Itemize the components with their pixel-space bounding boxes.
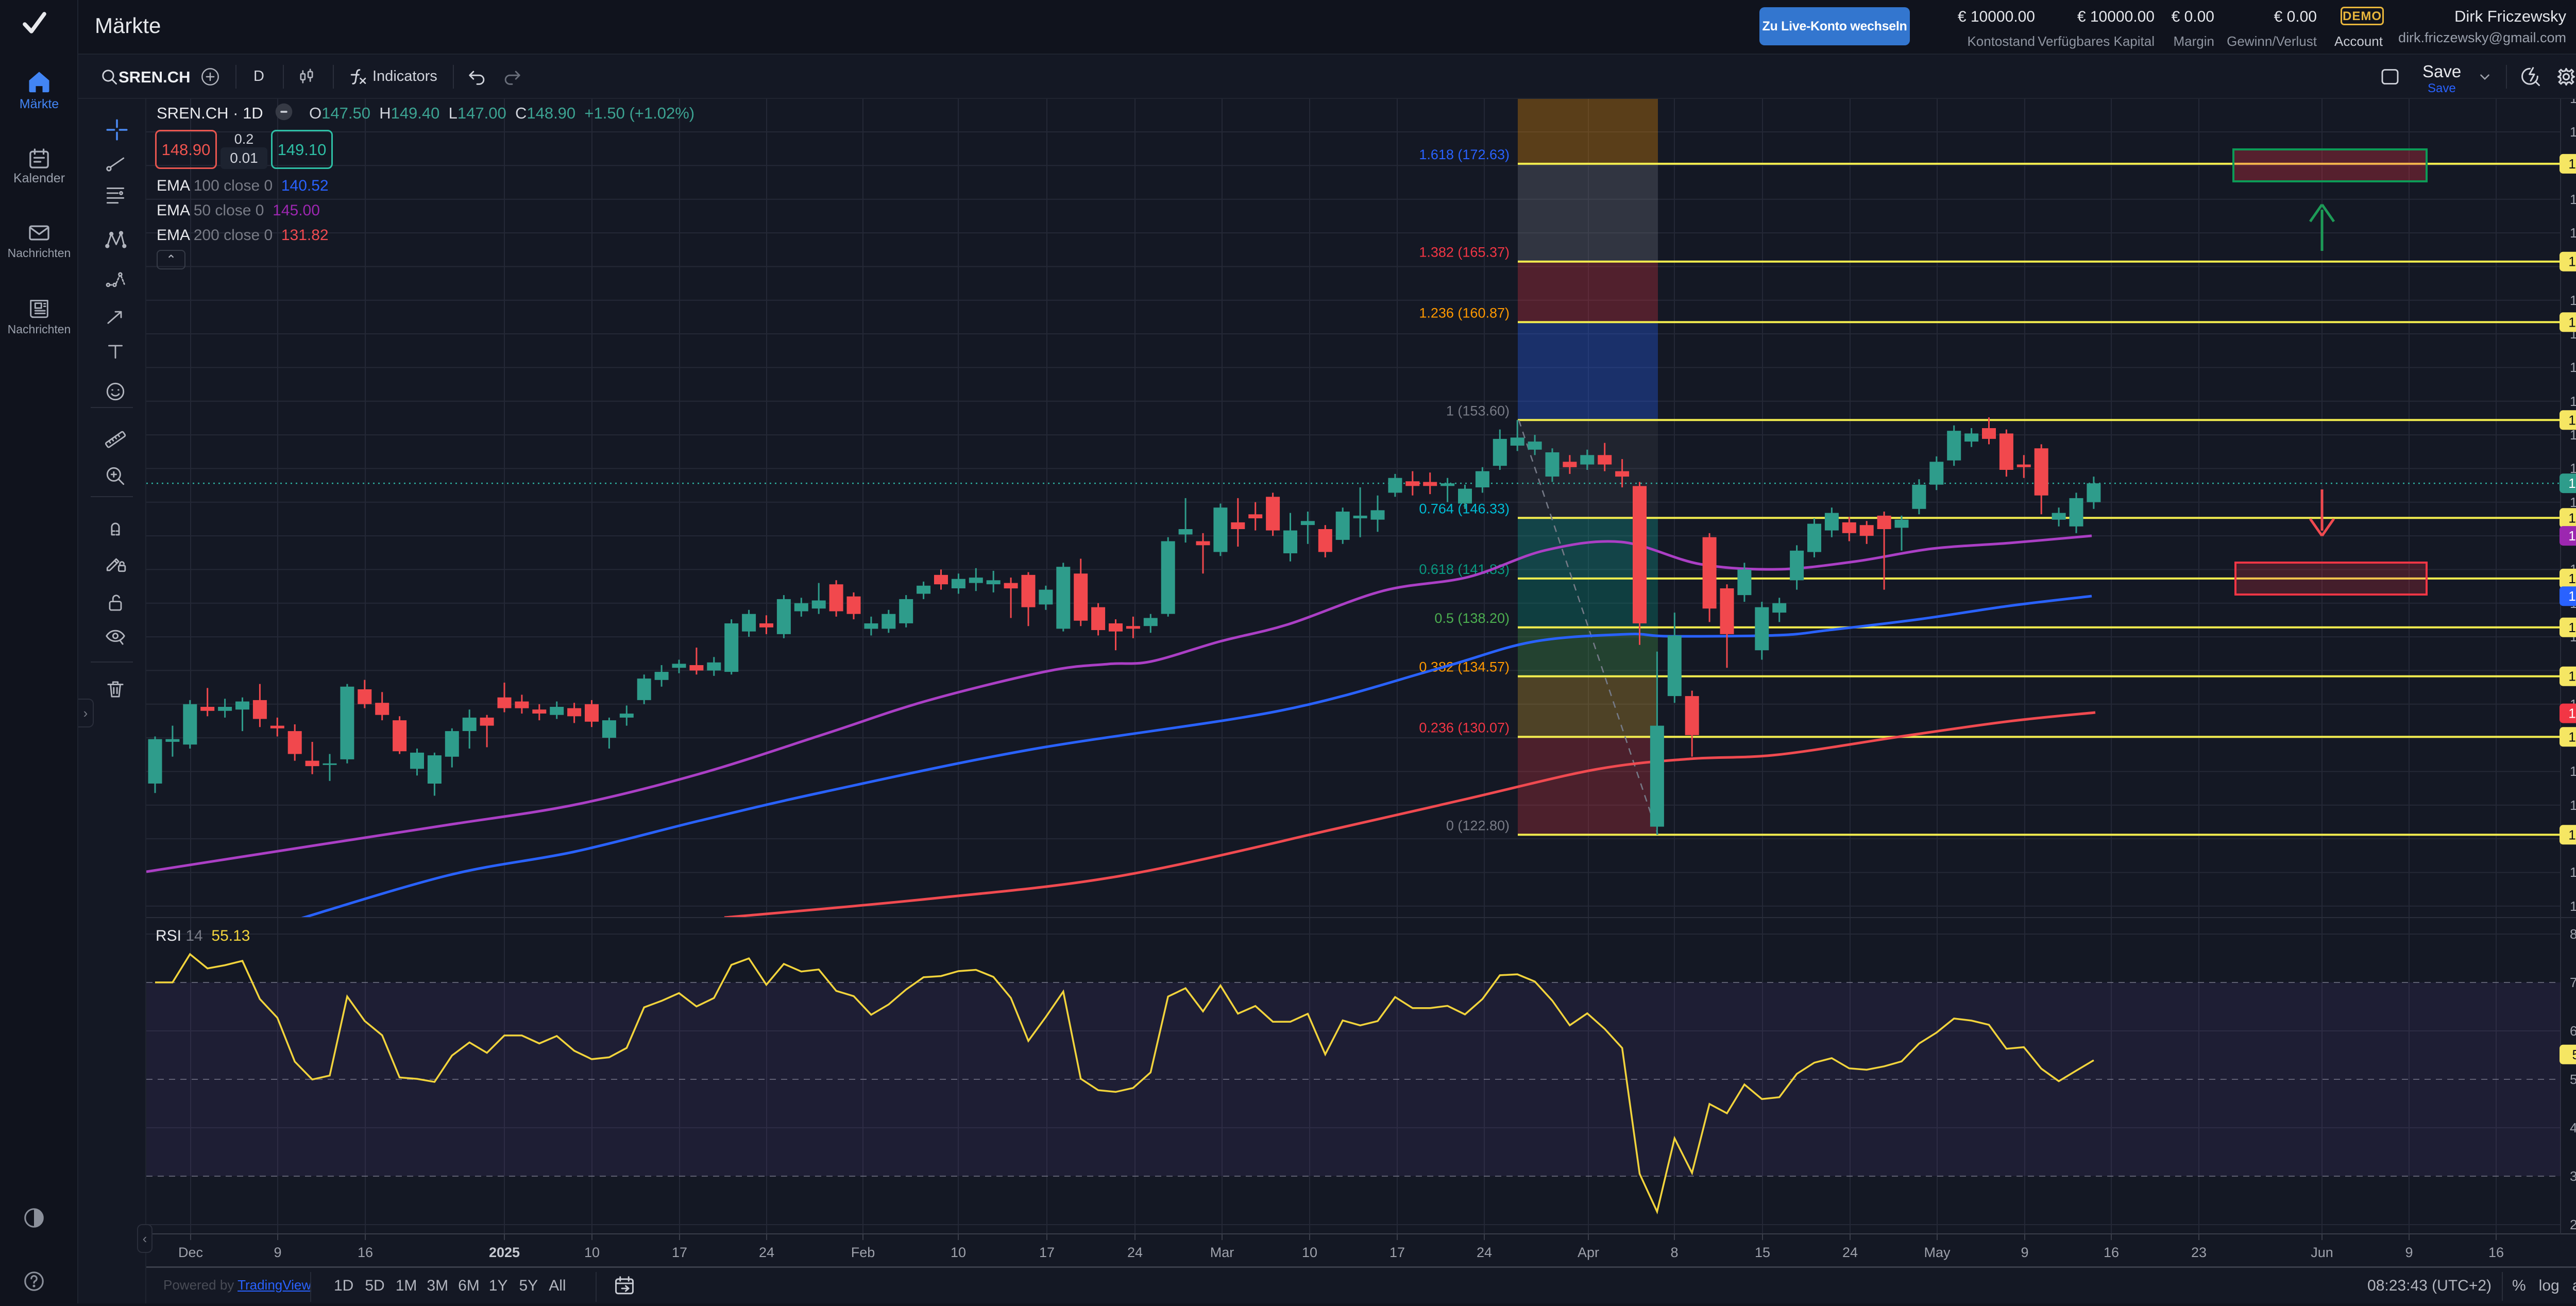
svg-text:0.5 (138.20): 0.5 (138.20) [1434, 610, 1510, 626]
svg-text:16: 16 [2488, 1245, 2504, 1260]
svg-text:24: 24 [1127, 1245, 1143, 1260]
svg-text:165.37: 165.37 [2568, 254, 2576, 269]
svg-text:127.50: 127.50 [2570, 764, 2576, 779]
svg-text:1.618 (172.63): 1.618 (172.63) [1419, 147, 1510, 162]
svg-text:Jun: Jun [2311, 1245, 2333, 1260]
svg-text:17: 17 [672, 1245, 687, 1260]
svg-text:17: 17 [1389, 1245, 1405, 1260]
svg-text:0.618 (141.83): 0.618 (141.83) [1419, 562, 1510, 577]
svg-text:10: 10 [951, 1245, 966, 1260]
svg-text:152.50: 152.50 [2570, 427, 2576, 443]
svg-text:10: 10 [584, 1245, 600, 1260]
svg-text:23: 23 [2191, 1245, 2207, 1260]
svg-text:160.87: 160.87 [2568, 314, 2576, 330]
svg-text:15: 15 [1755, 1245, 1770, 1260]
svg-text:55.13: 55.13 [2572, 1047, 2576, 1062]
svg-text:131.82: 131.82 [2568, 706, 2576, 721]
svg-text:80.00: 80.00 [2570, 926, 2576, 942]
svg-text:16: 16 [358, 1245, 373, 1260]
svg-text:9: 9 [274, 1245, 281, 1260]
svg-text:70.00: 70.00 [2570, 975, 2576, 990]
svg-text:153.60: 153.60 [2568, 412, 2576, 428]
svg-text:9: 9 [2021, 1245, 2028, 1260]
svg-text:170.00: 170.00 [2570, 192, 2576, 207]
svg-text:120.00: 120.00 [2570, 864, 2576, 880]
svg-text:24: 24 [1842, 1245, 1858, 1260]
svg-text:9: 9 [2405, 1245, 2413, 1260]
svg-text:125.00: 125.00 [2570, 798, 2576, 813]
svg-text:130.07: 130.07 [2568, 729, 2576, 744]
svg-text:175.00: 175.00 [2570, 124, 2576, 140]
svg-text:122.80: 122.80 [2568, 827, 2576, 842]
svg-text:1.382 (165.37): 1.382 (165.37) [1419, 245, 1510, 260]
svg-text:0.236 (130.07): 0.236 (130.07) [1419, 720, 1510, 735]
svg-text:138.20: 138.20 [2568, 620, 2576, 635]
svg-text:30.00: 30.00 [2570, 1168, 2576, 1184]
svg-text:1 (153.60): 1 (153.60) [1446, 403, 1510, 418]
svg-text:20.00: 20.00 [2570, 1217, 2576, 1232]
svg-text:148.90: 148.90 [2568, 476, 2576, 491]
svg-text:16: 16 [2104, 1245, 2119, 1260]
svg-text:24: 24 [759, 1245, 774, 1260]
svg-text:May: May [1924, 1245, 1951, 1260]
svg-text:155.00: 155.00 [2570, 394, 2576, 409]
svg-text:177.50: 177.50 [2570, 99, 2576, 106]
svg-text:134.57: 134.57 [2568, 669, 2576, 684]
svg-text:40.00: 40.00 [2570, 1120, 2576, 1135]
svg-text:1.236 (160.87): 1.236 (160.87) [1419, 305, 1510, 320]
svg-text:140.52: 140.52 [2568, 588, 2576, 604]
svg-text:172.63: 172.63 [2568, 156, 2576, 172]
svg-text:Apr: Apr [1578, 1245, 1599, 1260]
svg-text:117.50: 117.50 [2570, 898, 2576, 914]
svg-text:145.00: 145.00 [2568, 528, 2576, 544]
svg-text:10: 10 [1302, 1245, 1317, 1260]
svg-text:60.00: 60.00 [2570, 1023, 2576, 1039]
svg-text:24: 24 [1477, 1245, 1492, 1260]
svg-text:141.83: 141.83 [2568, 571, 2576, 586]
svg-text:147.50: 147.50 [2570, 495, 2576, 510]
svg-text:Dec: Dec [178, 1245, 203, 1260]
svg-text:0 (122.80): 0 (122.80) [1446, 818, 1510, 833]
svg-text:162.50: 162.50 [2570, 293, 2576, 308]
svg-text:157.50: 157.50 [2570, 360, 2576, 375]
svg-text:17: 17 [1039, 1245, 1055, 1260]
svg-text:146.33: 146.33 [2568, 510, 2576, 525]
svg-text:50.00: 50.00 [2570, 1072, 2576, 1087]
svg-text:2025: 2025 [489, 1245, 520, 1260]
svg-text:150.00: 150.00 [2570, 461, 2576, 476]
svg-text:8: 8 [1670, 1245, 1678, 1260]
svg-text:Feb: Feb [851, 1245, 875, 1260]
svg-text:167.50: 167.50 [2570, 225, 2576, 241]
svg-text:Mar: Mar [1210, 1245, 1234, 1260]
